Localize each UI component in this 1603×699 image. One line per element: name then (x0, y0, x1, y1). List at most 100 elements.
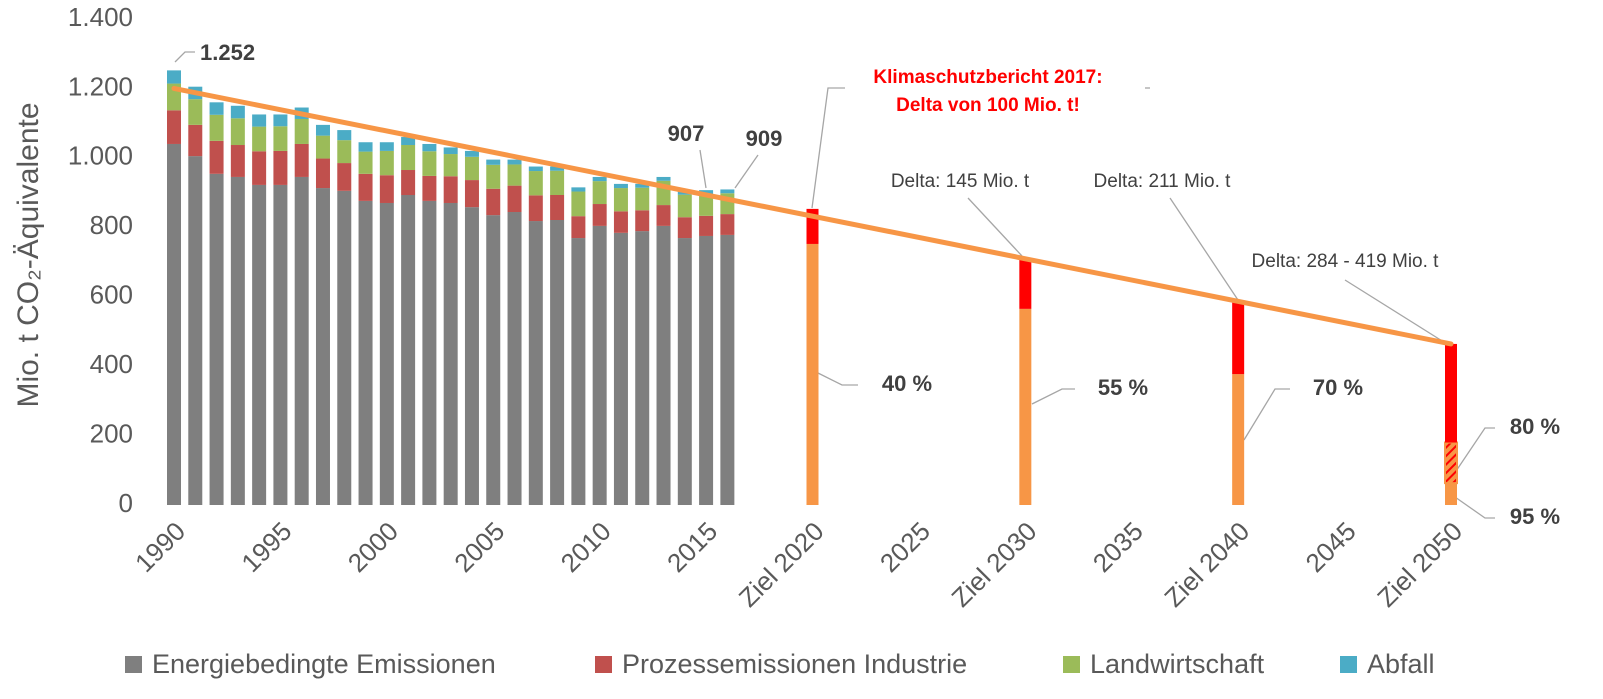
bar-segment (1232, 300, 1245, 375)
bar-segment (528, 171, 543, 196)
bar-segment (677, 217, 692, 239)
bar-segment (1232, 374, 1245, 505)
bar-segment (422, 151, 437, 176)
bar-segment (1019, 308, 1032, 505)
y-tick-label: 200 (90, 418, 133, 448)
bar-segment (358, 173, 373, 201)
bar-segment (550, 195, 565, 220)
bar-segment (486, 188, 501, 216)
bar-segment (209, 102, 224, 115)
bar-segment (699, 193, 714, 216)
legend-label: Landwirtschaft (1090, 649, 1265, 679)
bar-segment (720, 189, 735, 194)
y-axis-title: Mio. t CO₂-Äquivalente (12, 102, 45, 407)
bar-segment (167, 143, 181, 505)
bar-segment (443, 154, 458, 177)
bar-segment (273, 150, 288, 185)
bar-segment (592, 204, 607, 226)
bar-segment (209, 114, 224, 141)
bar-segment (337, 163, 352, 191)
bar-segment (635, 231, 650, 505)
bar-segment (167, 110, 181, 144)
bar-segment (230, 145, 245, 177)
bar-segment (1444, 441, 1458, 485)
bar-segment (550, 219, 565, 505)
bar-segment (613, 188, 628, 212)
x-tick-label: 1995 (235, 516, 297, 578)
bar-segment (571, 216, 586, 239)
bar-segment (209, 140, 224, 174)
bar-segment (507, 164, 522, 186)
bar-segment (550, 166, 565, 171)
bar-segment (379, 202, 394, 505)
bar-segment (337, 190, 352, 506)
bar-segment (699, 190, 714, 194)
bar-segment (656, 176, 671, 181)
annotation: Delta: 284 - 419 Mio. t (1252, 251, 1440, 272)
bar-segment (613, 232, 628, 505)
bar-segment (592, 181, 607, 205)
x-tick-label: 2015 (661, 516, 723, 578)
leader-lines (174, 51, 1495, 519)
bar-segment (720, 234, 735, 505)
bar-segment (252, 114, 267, 127)
bar-segment (294, 118, 309, 144)
bar-segment (1445, 343, 1457, 443)
bar-segment (464, 207, 479, 505)
annotation: 40 % (882, 371, 932, 396)
bar-segment (315, 124, 330, 136)
bar-segment (720, 214, 735, 235)
bar-segment (167, 70, 181, 84)
x-tick-label: 2045 (1300, 516, 1362, 578)
legend-swatch (125, 656, 142, 673)
y-tick-label: 1.200 (68, 71, 133, 101)
bar-segment (209, 173, 224, 505)
bar-segment (464, 180, 479, 208)
bar-segment (677, 238, 692, 505)
bar-segment (401, 137, 416, 146)
legend-swatch (1340, 656, 1357, 673)
bar-segment (592, 225, 607, 505)
bar-segment (358, 200, 373, 505)
y-tick-label: 600 (90, 280, 133, 310)
annotation: Klimaschutzbericht 2017: (873, 67, 1102, 88)
bar-segment (443, 176, 458, 203)
bar-segment (571, 238, 586, 505)
bar-segment (571, 191, 586, 217)
bar-segment (273, 114, 288, 127)
bar-segment (656, 225, 671, 505)
annotation: Delta von 100 Mio. t! (896, 95, 1080, 116)
bar-segment (422, 200, 437, 505)
legend-label: Energiebedingte Emissionen (152, 649, 496, 679)
annotation: 80 % (1510, 414, 1560, 439)
bar-segment (699, 215, 714, 236)
bar-segment (188, 124, 203, 157)
bar-segment (422, 175, 437, 201)
bar-segment (699, 235, 714, 505)
bar-segment (358, 151, 373, 174)
bar-segment (230, 176, 245, 505)
bar-segment (315, 188, 330, 505)
bar-segment (677, 194, 692, 218)
bar-segment (613, 211, 628, 233)
y-tick-label: 0 (119, 488, 133, 518)
bar-segment (422, 143, 437, 152)
bar-segment (592, 176, 607, 182)
bar-segment (188, 156, 203, 505)
bar-segment (337, 130, 352, 141)
legend-swatch (1063, 656, 1080, 673)
annotation: 55 % (1098, 375, 1148, 400)
x-tick-label: Ziel 2020 (733, 516, 830, 613)
bar-segment (252, 151, 267, 185)
bar-segment (486, 215, 501, 505)
bar-segment (464, 156, 479, 181)
annotation: 909 (746, 126, 783, 151)
bar-segment (358, 142, 373, 152)
x-tick-label: Ziel 2050 (1371, 516, 1468, 613)
bar-segment (401, 170, 416, 196)
legend-label: Abfall (1367, 649, 1435, 679)
x-tick-label: 2035 (1087, 516, 1149, 578)
bar-segment (464, 150, 479, 157)
bar-segment (528, 166, 543, 172)
bar-segment (1019, 259, 1032, 309)
